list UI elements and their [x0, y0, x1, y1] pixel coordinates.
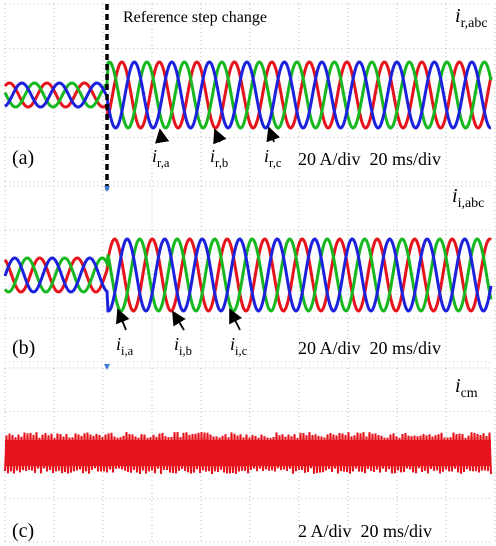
cm-band: [5, 440, 491, 466]
subscript: r,abc: [461, 16, 488, 31]
subscript: r,a: [157, 156, 170, 170]
subscript: i,a: [121, 344, 134, 358]
arrow: [173, 312, 184, 330]
signal-label: icm: [455, 375, 478, 401]
annotation: Reference step change: [123, 9, 267, 26]
waveforms: [5, 62, 491, 474]
panel-label: (b): [12, 337, 35, 359]
arrow: [160, 130, 162, 142]
subscript: r,b: [215, 156, 228, 170]
subscript: i,abc: [458, 196, 485, 211]
signal-label: ii,b: [174, 334, 192, 358]
arrow: [230, 310, 240, 330]
panel-label: (c): [12, 520, 34, 542]
subscript: i,c: [235, 344, 248, 358]
signal-label: ii,a: [116, 334, 134, 358]
arrow: [118, 310, 126, 330]
subscript: i,b: [179, 344, 192, 358]
signal-label: ii,abc: [452, 185, 484, 211]
figure: Reference step change (a) 20 A/div 20 ms/…: [0, 0, 496, 546]
subscript: cm: [461, 386, 478, 401]
arrow: [215, 130, 220, 142]
scale-label: 2 A/div 20 ms/div: [298, 521, 432, 541]
panel-label: (a): [12, 147, 34, 169]
scale-label: 20 A/div 20 ms/div: [298, 338, 441, 358]
subscript: r,c: [269, 156, 282, 170]
signal-label: ir,a: [152, 146, 170, 170]
signal-label: ii,c: [230, 334, 248, 358]
signal-label: ir,b: [210, 146, 228, 170]
scale-label: 20 A/div 20 ms/div: [298, 149, 441, 169]
arrow: [269, 128, 274, 142]
signal-label: ir,c: [264, 146, 282, 170]
signal-label: ir,abc: [455, 5, 488, 31]
